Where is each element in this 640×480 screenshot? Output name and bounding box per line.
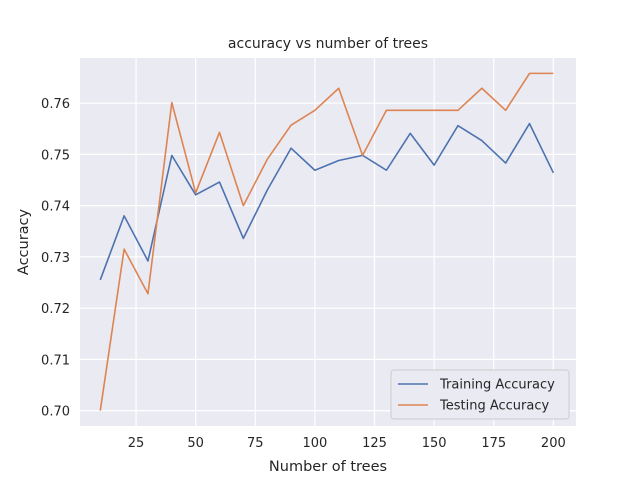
y-tick-label: 0.71	[41, 353, 70, 368]
chart-title: accuracy vs number of trees	[228, 36, 428, 52]
x-tick-label: 200	[541, 436, 566, 451]
y-tick-label: 0.76	[41, 97, 70, 112]
x-tick-label: 25	[128, 436, 145, 451]
x-tick-label: 175	[481, 436, 506, 451]
y-tick-label: 0.70	[41, 405, 70, 420]
y-tick-label: 0.75	[41, 148, 70, 163]
x-tick-label: 50	[187, 436, 204, 451]
y-tick-label: 0.74	[41, 200, 70, 215]
grid	[80, 58, 576, 426]
legend-label: Testing Accuracy	[439, 399, 549, 414]
x-tick-label: 100	[302, 436, 327, 451]
y-tick-label: 0.73	[41, 251, 70, 266]
series-line-1	[99, 72, 554, 411]
legend: Training Accuracy Testing Accuracy	[390, 369, 570, 420]
x-axis-label: Number of trees	[269, 459, 387, 475]
x-tick-label: 125	[362, 436, 387, 451]
y-tick-label: 0.72	[41, 302, 70, 317]
legend-label: Training Accuracy	[439, 378, 555, 393]
x-tick-label: 75	[247, 436, 264, 451]
y-axis-label: Accuracy	[16, 208, 32, 275]
tick-labels: 25 50 75 100 125 150 175 200 0.70 0.71 0.72 0.73 0.7…	[41, 97, 566, 451]
series-line-0	[99, 122, 555, 281]
legend-box	[390, 369, 570, 420]
x-tick-label: 150	[422, 436, 447, 451]
series-lines	[99, 72, 555, 411]
